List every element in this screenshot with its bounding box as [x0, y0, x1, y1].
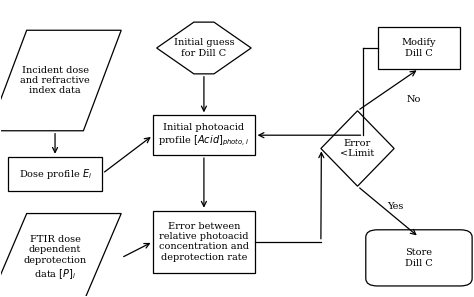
Text: Yes: Yes	[387, 202, 403, 211]
Text: Store
Dill C: Store Dill C	[405, 248, 433, 268]
Polygon shape	[156, 22, 251, 74]
Polygon shape	[0, 214, 121, 297]
Text: No: No	[407, 95, 421, 104]
Text: Dose profile $E_i$: Dose profile $E_i$	[18, 167, 91, 181]
Text: Initial guess
for Dill C: Initial guess for Dill C	[173, 38, 234, 58]
Text: Incident dose
and refractive
index data: Incident dose and refractive index data	[20, 66, 90, 95]
Bar	[378, 27, 460, 69]
Bar	[8, 157, 102, 191]
Text: FTIR dose
dependent
deprotection
data $[P]_i$: FTIR dose dependent deprotection data $[…	[24, 235, 87, 281]
Bar	[153, 211, 255, 273]
Text: Initial photoacid
profile $[Acid]_{photo,i}$: Initial photoacid profile $[Acid]_{photo…	[158, 123, 249, 148]
Text: Modify
Dill C: Modify Dill C	[401, 38, 436, 58]
Text: Error between
relative photoacid
concentration and
deprotection rate: Error between relative photoacid concent…	[159, 222, 249, 262]
FancyBboxPatch shape	[366, 230, 472, 286]
Polygon shape	[321, 111, 394, 186]
Polygon shape	[0, 30, 121, 131]
Text: Error
<Limit: Error <Limit	[340, 139, 374, 158]
Bar	[153, 115, 255, 155]
